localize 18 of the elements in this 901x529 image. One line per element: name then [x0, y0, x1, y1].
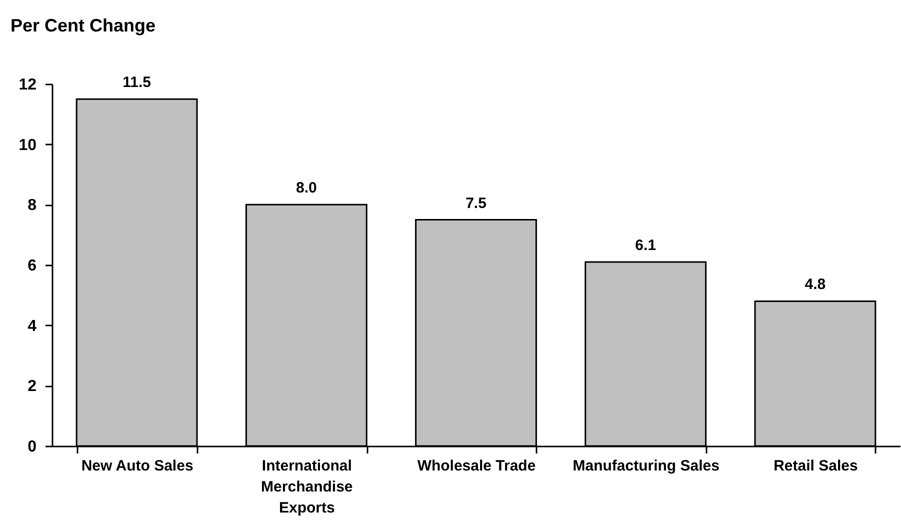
data-label: 11.5 — [122, 74, 151, 92]
data-label: 7.5 — [466, 194, 486, 212]
y-tick-label: 4 — [28, 318, 37, 335]
y-tick-label: 10 — [18, 136, 37, 154]
y-axis-title: Per Cent Change — [10, 16, 156, 36]
x-tick-label: Retail Sales — [774, 458, 858, 474]
x-tick-label: International Merchandise Exports — [261, 458, 353, 516]
y-tick-label: 8 — [28, 197, 37, 214]
x-tick-label: Wholesale Trade — [417, 458, 536, 474]
y-tick-label: 12 — [18, 76, 37, 94]
y-tick-label: 6 — [28, 258, 37, 274]
data-label: 8.0 — [296, 180, 317, 197]
y-tick-label: 2 — [28, 378, 37, 396]
data-label: 4.8 — [804, 276, 826, 294]
x-tick-label: Manufacturing Sales — [572, 458, 720, 474]
data-label: 6.1 — [635, 236, 656, 254]
x-tick-label: New Auto Sales — [81, 458, 194, 474]
y-tick-label: 0 — [28, 438, 37, 456]
